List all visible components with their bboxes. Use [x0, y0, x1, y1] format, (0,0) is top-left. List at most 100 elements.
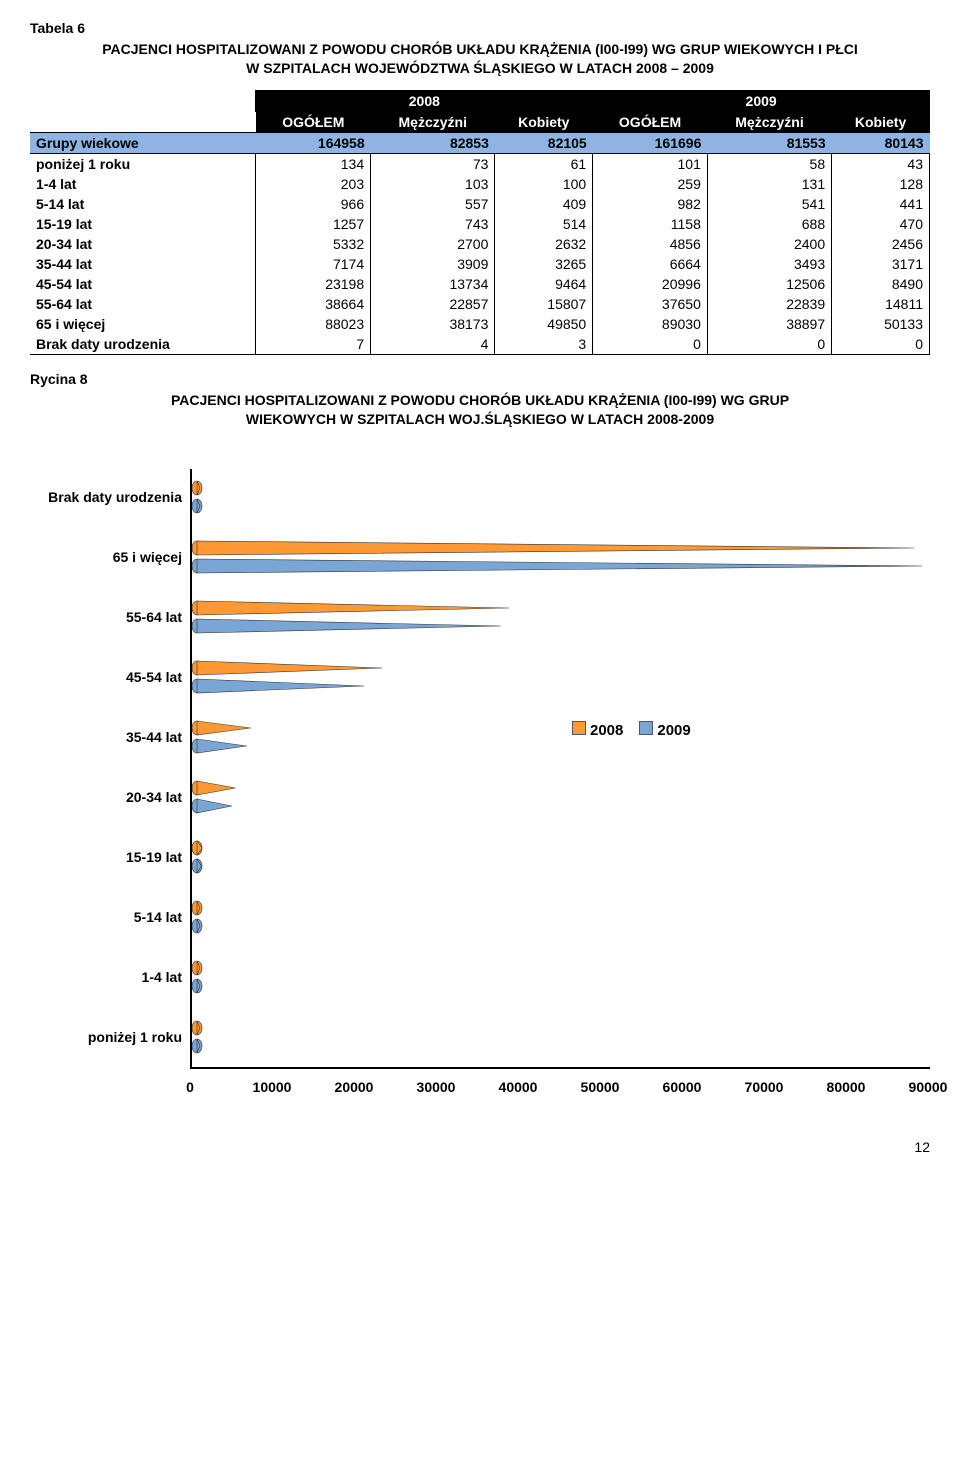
row-label: poniżej 1 roku	[30, 153, 256, 174]
data-cell: 0	[707, 334, 831, 355]
row-label: 5-14 lat	[30, 194, 256, 214]
row-label: 15-19 lat	[30, 214, 256, 234]
col-mez-2009: Mężczyźni	[707, 111, 831, 132]
data-cell: 100	[495, 174, 593, 194]
data-cell: 61	[495, 153, 593, 174]
data-cell: 103	[371, 174, 495, 194]
data-cell: 3	[495, 334, 593, 355]
totals-cell: 82105	[495, 132, 593, 153]
data-cell: 9464	[495, 274, 593, 294]
data-cell: 22839	[707, 294, 831, 314]
data-cell: 2700	[371, 234, 495, 254]
chart-category-row: 35-44 lat	[192, 717, 930, 757]
x-tick: 40000	[499, 1079, 538, 1095]
cone-2008	[192, 601, 509, 615]
data-cell: 38897	[707, 314, 831, 334]
data-cell: 3493	[707, 254, 831, 274]
data-cell: 101	[593, 153, 708, 174]
chart-category-row: poniżej 1 roku	[192, 1017, 930, 1057]
x-tick: 30000	[417, 1079, 456, 1095]
data-cell: 688	[707, 214, 831, 234]
cone-2009	[192, 499, 200, 513]
chart-category-label: 1-4 lat	[142, 969, 182, 985]
data-cell: 88023	[256, 314, 371, 334]
legend-label-2009: 2009	[657, 722, 690, 739]
table-row: 1-4 lat203103100259131128	[30, 174, 930, 194]
data-cell: 58	[707, 153, 831, 174]
table-row: Brak daty urodzenia743000	[30, 334, 930, 355]
data-cell: 20996	[593, 274, 708, 294]
x-tick: 10000	[253, 1079, 292, 1095]
data-cell: 1257	[256, 214, 371, 234]
data-cell: 15807	[495, 294, 593, 314]
cone-2008	[192, 961, 200, 975]
cone-2008	[192, 901, 200, 915]
data-cell: 7	[256, 334, 371, 355]
chart-category-label: 35-44 lat	[126, 729, 182, 745]
data-cell: 5332	[256, 234, 371, 254]
table-row: 35-44 lat717439093265666434933171	[30, 254, 930, 274]
data-cell: 8490	[832, 274, 930, 294]
cone-2009	[192, 919, 200, 933]
col-ogolem-2008: OGÓŁEM	[256, 111, 371, 132]
year-2008-header: 2008	[256, 90, 593, 111]
row-label: 1-4 lat	[30, 174, 256, 194]
data-cell: 441	[832, 194, 930, 214]
legend-swatch-2009	[639, 721, 653, 735]
data-cell: 203	[256, 174, 371, 194]
table-row: poniżej 1 roku13473611015843	[30, 153, 930, 174]
cone-2009	[192, 799, 232, 813]
totals-cell: 82853	[371, 132, 495, 153]
cone-2009	[192, 679, 364, 693]
year-2009-header: 2009	[593, 90, 930, 111]
chart-category-row: 45-54 lat	[192, 657, 930, 697]
chart-category-label: Brak daty urodzenia	[48, 489, 182, 505]
data-cell: 259	[593, 174, 708, 194]
row-label: 45-54 lat	[30, 274, 256, 294]
totals-cell: 164958	[256, 132, 371, 153]
chart-category-row: 5-14 lat	[192, 897, 930, 937]
col-kob-2009: Kobiety	[832, 111, 930, 132]
data-cell: 50133	[832, 314, 930, 334]
chart-category-label: 15-19 lat	[126, 849, 182, 865]
totals-cell: 161696	[593, 132, 708, 153]
data-cell: 966	[256, 194, 371, 214]
data-cell: 12506	[707, 274, 831, 294]
data-cell: 6664	[593, 254, 708, 274]
data-cell: 409	[495, 194, 593, 214]
data-cell: 3265	[495, 254, 593, 274]
data-cell: 128	[832, 174, 930, 194]
col-kob-2008: Kobiety	[495, 111, 593, 132]
x-tick: 60000	[663, 1079, 702, 1095]
data-cell: 0	[832, 334, 930, 355]
table-row: 45-54 lat2319813734946420996125068490	[30, 274, 930, 294]
row-label: Brak daty urodzenia	[30, 334, 256, 355]
table-row: 55-64 lat386642285715807376502283914811	[30, 294, 930, 314]
chart-category-row: 15-19 lat	[192, 837, 930, 877]
data-cell: 14811	[832, 294, 930, 314]
cone-2009	[192, 859, 201, 873]
chart-category-label: 20-34 lat	[126, 789, 182, 805]
x-tick: 20000	[335, 1079, 374, 1095]
chart-category-row: 20-34 lat	[192, 777, 930, 817]
data-cell: 557	[371, 194, 495, 214]
data-cell: 541	[707, 194, 831, 214]
data-cell: 3909	[371, 254, 495, 274]
chart-category-row: Brak daty urodzenia	[192, 477, 930, 517]
data-cell: 470	[832, 214, 930, 234]
data-cell: 982	[593, 194, 708, 214]
chart-category-label: 55-64 lat	[126, 609, 182, 625]
data-cell: 73	[371, 153, 495, 174]
x-axis: 0100002000030000400005000060000700008000…	[190, 1079, 930, 1099]
data-cell: 131	[707, 174, 831, 194]
x-tick: 50000	[581, 1079, 620, 1095]
x-tick: 70000	[745, 1079, 784, 1095]
table-row: 20-34 lat533227002632485624002456	[30, 234, 930, 254]
data-cell: 2400	[707, 234, 831, 254]
row-label: 55-64 lat	[30, 294, 256, 314]
header-years-row: 2008 2009	[30, 90, 930, 111]
cone-2009	[192, 1039, 200, 1053]
chart-category-row: 55-64 lat	[192, 597, 930, 637]
cone-2008	[192, 541, 914, 555]
chart-category-label: poniżej 1 roku	[88, 1029, 182, 1045]
